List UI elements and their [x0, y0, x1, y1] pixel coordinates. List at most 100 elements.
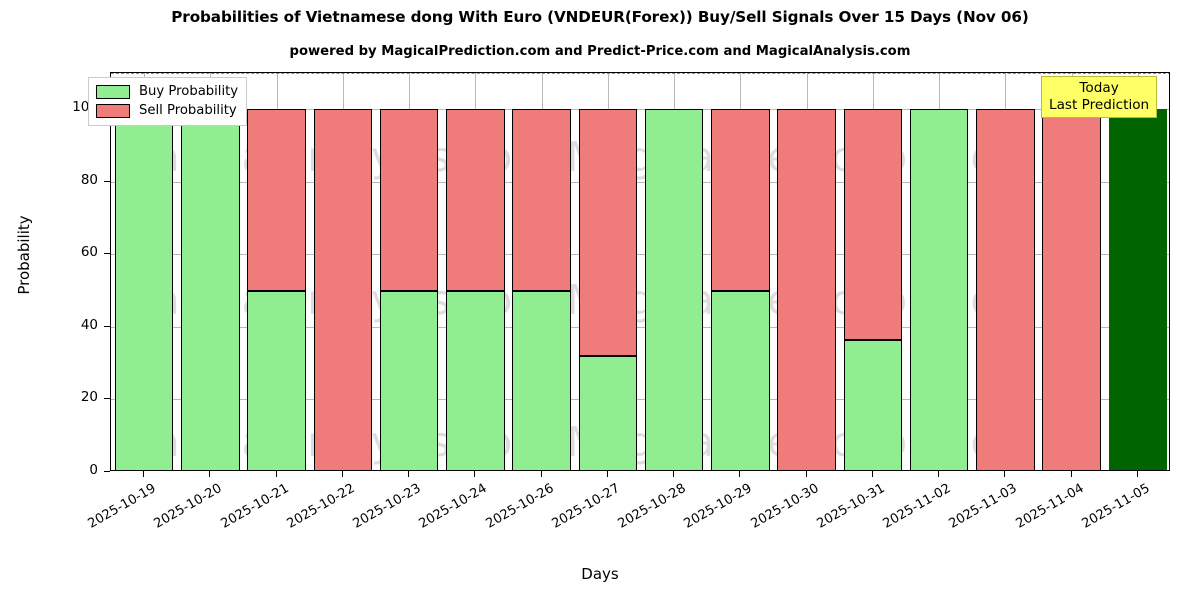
x-tick-mark: [408, 471, 410, 477]
bar-segment-sell[interactable]: [247, 109, 306, 291]
x-tick-label: 2025-10-23: [350, 481, 424, 532]
x-tick-mark: [739, 471, 741, 477]
x-tick-mark: [540, 471, 542, 477]
x-tick-mark: [341, 471, 343, 477]
y-tick-mark: [104, 180, 110, 182]
gridline: [111, 326, 1169, 328]
x-tick-label: 2025-10-30: [748, 481, 822, 532]
bar-group[interactable]: [181, 73, 240, 470]
bar-segment-sell[interactable]: [379, 109, 439, 291]
bar-group[interactable]: [777, 73, 836, 470]
gridline: [111, 181, 1169, 183]
x-tick-label: 2025-10-19: [85, 481, 159, 532]
bar-segment-sell[interactable]: [313, 109, 373, 470]
plot-area: MagicalAnalysis.com MagicalPrediction.co…: [110, 72, 1170, 471]
x-tick-label: 2025-10-22: [284, 481, 358, 532]
bar-segment-sell[interactable]: [843, 109, 903, 340]
bar-series-container: [111, 73, 1169, 470]
y-tick-label: 20: [80, 389, 98, 406]
y-tick-label: 0: [89, 462, 98, 478]
gridline: [111, 254, 1169, 256]
bar-segment-sell[interactable]: [1042, 109, 1101, 470]
bar-segment-buy[interactable]: [909, 109, 969, 470]
bar-segment-buy[interactable]: [446, 290, 505, 470]
chart-subtitle: powered by MagicalPrediction.com and Pre…: [289, 44, 911, 59]
bar-group[interactable]: [313, 73, 373, 470]
x-tick-mark: [938, 471, 940, 477]
bar-segment-sell[interactable]: [976, 109, 1035, 470]
bar-group[interactable]: [512, 73, 571, 470]
x-axis-label: Days: [581, 565, 619, 583]
x-tick-label: 2025-11-05: [1079, 481, 1153, 532]
y-tick-label: 40: [80, 316, 98, 333]
bar-segment-buy[interactable]: [114, 109, 174, 470]
bar-group[interactable]: [114, 73, 174, 470]
bar-group[interactable]: [446, 73, 505, 470]
legend-label: Sell Probability: [139, 103, 237, 118]
y-tick-label: 80: [80, 171, 98, 188]
x-tick-mark: [673, 471, 675, 477]
bar-segment-sell[interactable]: [777, 109, 836, 470]
bar-segment-sell[interactable]: [446, 109, 505, 291]
x-tick-label: 2025-10-31: [814, 481, 888, 532]
x-tick-label: 2025-10-28: [615, 481, 689, 532]
y-tick-label: 60: [80, 244, 98, 261]
x-tick-label: 2025-11-02: [880, 481, 954, 532]
y-tick-mark: [104, 471, 110, 472]
x-tick-mark: [805, 471, 807, 477]
bar-segment-buy[interactable]: [711, 290, 770, 470]
x-tick-mark: [275, 471, 277, 477]
legend-item[interactable]: Sell Probability: [96, 101, 238, 120]
chart-legend: Buy Probability Sell Probability: [88, 77, 248, 126]
x-tick-label: 2025-10-27: [549, 481, 623, 532]
today-annotation-line1: Today: [1079, 80, 1119, 96]
gridline: [111, 109, 1169, 111]
reference-line: [111, 73, 1169, 74]
gridline: [111, 399, 1169, 401]
legend-swatch: [96, 84, 130, 99]
bar-group[interactable]: [1108, 73, 1168, 470]
x-tick-label: 2025-10-26: [483, 481, 557, 532]
bar-segment-sell[interactable]: [711, 109, 770, 291]
bar-group[interactable]: [578, 73, 638, 470]
legend-item[interactable]: Buy Probability: [96, 82, 238, 101]
x-tick-mark: [474, 471, 476, 477]
bar-group[interactable]: [711, 73, 770, 470]
x-tick-label: 2025-11-03: [946, 481, 1020, 532]
today-annotation-line2: Last Prediction: [1049, 96, 1150, 113]
y-axis-label: Probability: [15, 215, 33, 295]
x-tick-mark: [209, 471, 211, 477]
x-tick-mark: [606, 471, 608, 477]
bar-segment-buy[interactable]: [644, 109, 704, 470]
bar-segment-buy[interactable]: [181, 109, 240, 470]
x-tick-label: 2025-10-24: [416, 481, 490, 532]
x-tick-mark: [1136, 471, 1138, 477]
bar-segment-sell[interactable]: [578, 109, 638, 356]
bar-segment-buy[interactable]: [379, 290, 439, 470]
y-tick-mark: [104, 398, 110, 400]
x-tick-label: 2025-10-29: [681, 481, 755, 532]
bar-group[interactable]: [1042, 73, 1101, 470]
today-annotation: Today Last Prediction: [1041, 76, 1158, 118]
chart-title: Probabilities of Vietnamese dong With Eu…: [171, 8, 1029, 26]
x-tick-label: 2025-11-04: [1013, 481, 1087, 532]
bar-segment-buy[interactable]: [512, 290, 571, 470]
bar-group[interactable]: [247, 73, 306, 470]
bar-group[interactable]: [843, 73, 903, 470]
bar-group[interactable]: [976, 73, 1035, 470]
x-tick-mark: [143, 471, 145, 477]
bar-segment-sell[interactable]: [512, 109, 571, 291]
x-tick-mark: [1070, 471, 1072, 477]
x-tick-mark: [871, 471, 873, 477]
x-tick-label: 2025-10-21: [218, 481, 292, 532]
y-tick-mark: [104, 325, 110, 327]
bar-segment-buy[interactable]: [843, 339, 903, 470]
x-tick-mark: [1004, 471, 1006, 477]
bar-segment-buy[interactable]: [578, 355, 638, 470]
bar-group[interactable]: [379, 73, 439, 470]
bar-group[interactable]: [644, 73, 704, 470]
bar-segment-today[interactable]: [1108, 109, 1168, 470]
bar-group[interactable]: [909, 73, 969, 470]
bar-segment-buy[interactable]: [247, 290, 306, 470]
